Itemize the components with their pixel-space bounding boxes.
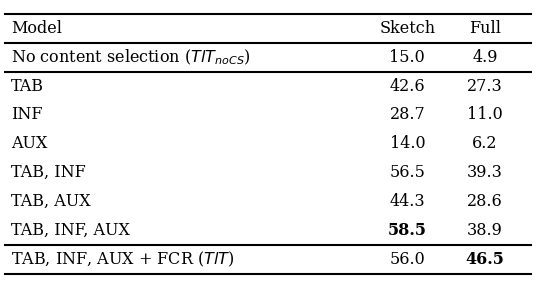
Text: 46.5: 46.5 [466, 251, 504, 268]
Text: TAB: TAB [11, 78, 44, 95]
Text: TAB, INF: TAB, INF [11, 164, 85, 181]
Text: Model: Model [11, 20, 62, 37]
Text: Sketch: Sketch [379, 20, 435, 37]
Text: 28.6: 28.6 [467, 193, 503, 210]
Text: 15.0: 15.0 [390, 49, 425, 66]
Text: TAB, AUX: TAB, AUX [11, 193, 91, 210]
Text: 38.9: 38.9 [467, 222, 503, 239]
Text: 56.0: 56.0 [390, 251, 425, 268]
Text: AUX: AUX [11, 135, 47, 152]
Text: TAB, INF, AUX: TAB, INF, AUX [11, 222, 130, 239]
Text: 11.0: 11.0 [467, 107, 503, 124]
Text: TAB, INF, AUX + FCR ($TlT$): TAB, INF, AUX + FCR ($TlT$) [11, 250, 234, 269]
Text: 39.3: 39.3 [467, 164, 503, 181]
Text: Full: Full [469, 20, 501, 37]
Text: 6.2: 6.2 [472, 135, 498, 152]
Text: 56.5: 56.5 [390, 164, 425, 181]
Text: INF: INF [11, 107, 42, 124]
Text: 27.3: 27.3 [467, 78, 503, 95]
Text: 58.5: 58.5 [388, 222, 427, 239]
Text: 42.6: 42.6 [390, 78, 425, 95]
Text: 28.7: 28.7 [390, 107, 425, 124]
Text: No content selection ($TlT_{noCS}$): No content selection ($TlT_{noCS}$) [11, 48, 250, 67]
Text: 14.0: 14.0 [390, 135, 425, 152]
Text: 44.3: 44.3 [390, 193, 425, 210]
Text: 4.9: 4.9 [472, 49, 498, 66]
